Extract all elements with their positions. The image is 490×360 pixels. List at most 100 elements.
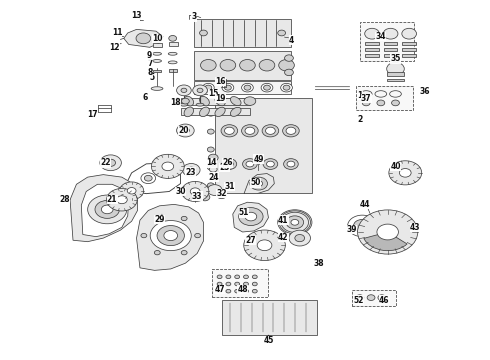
Circle shape xyxy=(209,166,217,172)
Circle shape xyxy=(246,161,254,167)
Text: 1: 1 xyxy=(357,91,363,100)
Circle shape xyxy=(353,220,371,232)
Circle shape xyxy=(244,289,248,293)
Circle shape xyxy=(136,33,151,44)
Text: 14: 14 xyxy=(206,158,217,167)
Circle shape xyxy=(378,295,386,301)
Circle shape xyxy=(226,275,231,279)
Circle shape xyxy=(182,163,200,176)
Circle shape xyxy=(250,177,268,190)
Ellipse shape xyxy=(168,61,177,64)
Polygon shape xyxy=(70,175,138,242)
Circle shape xyxy=(278,30,286,36)
Circle shape xyxy=(101,205,113,214)
Circle shape xyxy=(399,168,411,177)
Text: 52: 52 xyxy=(353,296,364,305)
Text: 24: 24 xyxy=(208,173,219,182)
Bar xyxy=(384,42,397,45)
Text: 34: 34 xyxy=(375,32,386,41)
Text: 36: 36 xyxy=(419,86,430,95)
Circle shape xyxy=(88,195,127,224)
Text: 44: 44 xyxy=(360,200,370,209)
Circle shape xyxy=(252,289,257,293)
Circle shape xyxy=(265,336,273,341)
Circle shape xyxy=(190,188,200,195)
Text: 22: 22 xyxy=(100,158,111,167)
Circle shape xyxy=(367,295,375,301)
Text: 8: 8 xyxy=(147,68,152,77)
Text: 19: 19 xyxy=(215,94,226,103)
Circle shape xyxy=(207,111,214,116)
Bar xyxy=(384,48,397,51)
Bar xyxy=(221,300,317,335)
Text: 35: 35 xyxy=(391,54,401,63)
Text: 28: 28 xyxy=(59,195,70,204)
Bar xyxy=(365,42,379,45)
Circle shape xyxy=(181,251,187,255)
Circle shape xyxy=(221,125,238,137)
Wedge shape xyxy=(364,232,407,251)
Circle shape xyxy=(222,159,237,170)
Circle shape xyxy=(347,215,377,237)
Bar xyxy=(181,98,250,105)
Circle shape xyxy=(207,183,214,188)
Circle shape xyxy=(266,127,275,134)
Circle shape xyxy=(181,128,189,134)
Circle shape xyxy=(150,221,191,251)
Text: 31: 31 xyxy=(224,182,235,191)
Circle shape xyxy=(176,124,194,137)
Circle shape xyxy=(235,282,240,286)
Circle shape xyxy=(286,127,296,134)
Text: 39: 39 xyxy=(346,225,357,234)
Text: 12: 12 xyxy=(109,43,119,52)
Ellipse shape xyxy=(196,103,204,106)
Bar xyxy=(360,22,414,60)
Circle shape xyxy=(226,289,231,293)
Circle shape xyxy=(263,159,278,170)
Text: 10: 10 xyxy=(152,34,162,43)
Circle shape xyxy=(399,232,414,243)
Circle shape xyxy=(255,181,263,186)
Polygon shape xyxy=(124,30,163,47)
Bar xyxy=(194,81,292,94)
Circle shape xyxy=(289,230,311,246)
Circle shape xyxy=(252,282,257,286)
Bar xyxy=(153,43,162,46)
Circle shape xyxy=(200,59,216,71)
Circle shape xyxy=(226,282,231,286)
Circle shape xyxy=(169,36,176,41)
Text: 29: 29 xyxy=(154,215,165,224)
Text: 9: 9 xyxy=(147,51,152,60)
Circle shape xyxy=(127,188,136,194)
Circle shape xyxy=(267,161,274,167)
Circle shape xyxy=(197,88,203,93)
Circle shape xyxy=(402,28,416,39)
Text: 21: 21 xyxy=(107,195,117,204)
Ellipse shape xyxy=(230,96,241,105)
Circle shape xyxy=(389,161,422,185)
Text: 42: 42 xyxy=(278,233,288,242)
Circle shape xyxy=(356,295,364,301)
Circle shape xyxy=(141,173,156,184)
Circle shape xyxy=(261,84,273,92)
Circle shape xyxy=(154,216,160,221)
Circle shape xyxy=(244,282,248,286)
Circle shape xyxy=(106,159,116,166)
Ellipse shape xyxy=(168,52,177,55)
Ellipse shape xyxy=(215,107,225,117)
Circle shape xyxy=(295,234,305,242)
Circle shape xyxy=(157,226,184,246)
Bar xyxy=(169,42,177,45)
Circle shape xyxy=(257,240,272,251)
Circle shape xyxy=(245,127,255,134)
Circle shape xyxy=(244,97,256,105)
Circle shape xyxy=(207,165,214,170)
Circle shape xyxy=(187,167,195,173)
Circle shape xyxy=(207,129,214,134)
Circle shape xyxy=(243,159,257,170)
Circle shape xyxy=(181,216,187,221)
Circle shape xyxy=(162,162,173,171)
Bar xyxy=(194,51,292,80)
Bar xyxy=(356,86,413,110)
Circle shape xyxy=(217,275,222,279)
